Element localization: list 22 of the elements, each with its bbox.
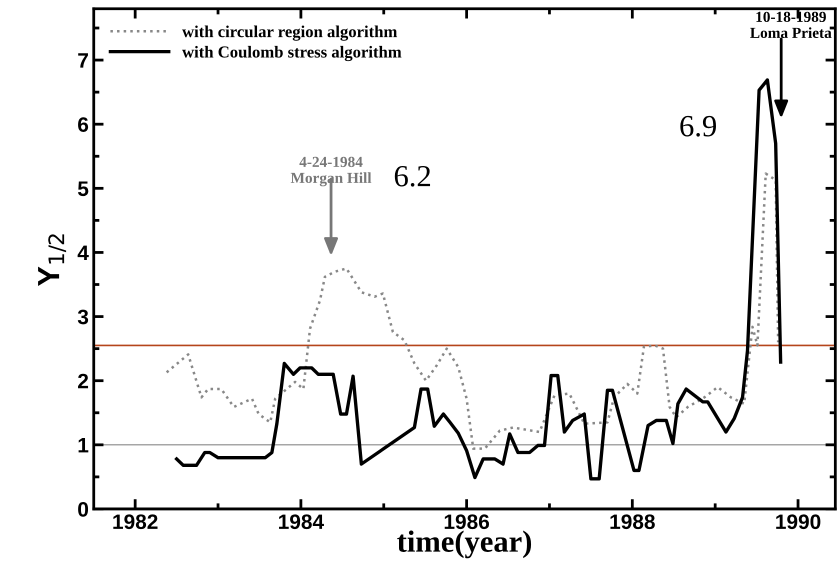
legend-label: with circular region algorithm [182,26,398,41]
annotation: 4-24-1984 Morgan Hill [290,156,372,186]
x-tick-label: 1986 [444,514,490,530]
annotation: 10-18-1989 Loma Prieta [750,12,832,38]
annotation: 6.9 [680,116,716,137]
y-tick-label: 0 [78,502,88,517]
y-tick-label: 3 [78,310,88,324]
y-tick-label: 7 [78,53,88,68]
y-tick-label: 4 [78,246,89,260]
x-tick-label: 1988 [610,514,655,530]
y-tick-label: 1 [78,438,88,452]
y-tick-label: 2 [78,374,88,388]
line-series [174,78,782,480]
x-tick-label: 1990 [776,514,820,530]
x-tick-label: 1984 [279,514,324,530]
annotation: 6.2 [394,166,430,187]
x-axis-title: time(year) [397,530,532,558]
y-tick-label: 5 [78,182,88,196]
y-tick-label: 6 [78,117,88,132]
y-axis-title: Y$_{1/2}$ [38,234,66,286]
legend-label: with Coulomb stress algorithm [182,46,402,62]
x-tick-label: 1982 [113,514,158,530]
